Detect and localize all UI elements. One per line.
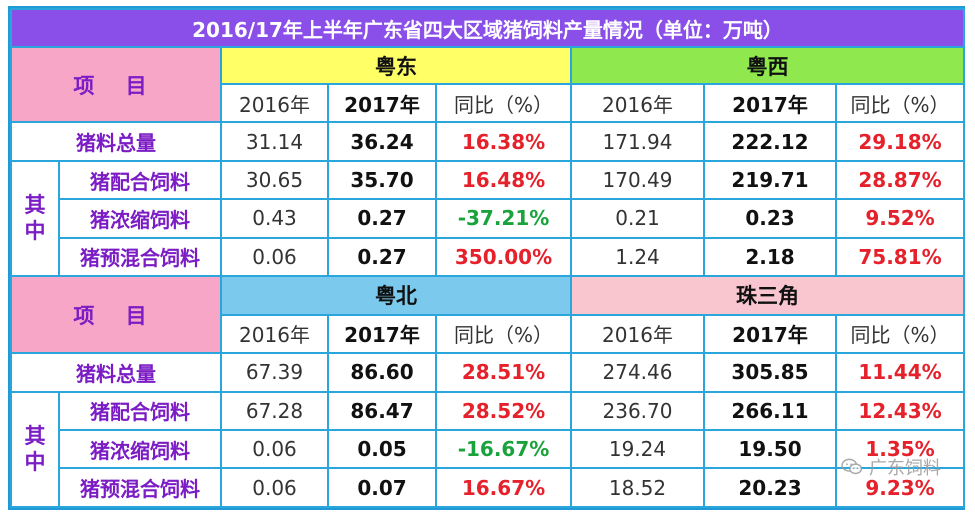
cell-value: 305.85 [703,352,837,393]
cell-value: 0.27 [327,198,437,239]
table-title: 2016/17年上半年广东省四大区域猪饲料产量情况（单位：万吨） [9,7,966,49]
cell-yoy: 16.48% [435,159,572,201]
cell-yoy: 12.43% [834,390,966,431]
cell-yoy: 28.52% [435,390,572,431]
row-label-concentrate: 猪浓缩饲料 [58,198,222,239]
cell-yoy: 16.67% [435,467,572,508]
cell-value: 0.06 [220,236,329,278]
cell-value: 219.71 [703,159,837,201]
feed-production-table: 2016/17年上半年广东省四大区域猪饲料产量情况（单位：万吨） 项 目 粤东 … [9,7,966,509]
col-2016: 2016年 [220,82,329,124]
table-row: 猪料总量 31.14 36.24 16.38% 171.94 222.12 29… [10,121,966,162]
qizhong-label: 其中 [10,159,60,278]
cell-value: 222.12 [703,121,837,162]
table-row: 其中 猪配合饲料 67.28 86.47 28.52% 236.70 266.1… [10,390,966,509]
col-yoy: 同比（%） [834,82,966,124]
cell-value: 0.43 [220,198,329,239]
cell-value: 236.70 [570,390,705,431]
row-label-total: 猪料总量 [10,121,222,162]
cell-value: 36.24 [327,121,437,162]
region-yuebei: 粤北 [220,275,572,316]
col-yoy: 同比（%） [435,82,572,124]
table-row: 猪浓缩饲料 0.06 0.05 -16.67% 19.24 19.50 1.35… [11,428,966,470]
watermark: 广东饲料 [841,454,941,480]
cell-value: 0.07 [327,467,437,508]
cell-value: 1.24 [570,236,705,278]
qizhong-text: 其中 [24,193,46,244]
cell-value: 67.28 [220,390,329,431]
cell-value: 67.39 [220,352,329,393]
cell-value: 19.50 [703,428,837,470]
col-yoy: 同比（%） [435,313,572,355]
table-row: 猪浓缩饲料 0.43 0.27 -37.21% 0.21 0.23 9.52% [11,198,966,239]
col-2017: 2017年 [703,313,837,355]
region-zhusanjiao: 珠三角 [569,275,966,316]
cell-value: 0.23 [703,198,837,239]
cell-yoy: 16.38% [435,121,572,162]
cell-value: 171.94 [570,121,705,162]
cell-value: 20.23 [703,467,837,508]
wechat-icon [841,458,863,475]
cell-yoy: 29.18% [834,121,966,162]
col-2016: 2016年 [570,313,705,355]
cell-yoy: 28.51% [435,352,572,393]
cell-value: 31.14 [220,121,329,162]
cell-yoy: 75.81% [834,236,966,278]
table-row: 猪预混合饲料 0.06 0.07 16.67% 18.52 20.23 9.23… [11,467,966,508]
cell-value: 266.11 [703,390,837,431]
cell-value: 30.65 [220,159,329,201]
cell-value: 0.21 [570,198,705,239]
cell-yoy: -37.21% [435,198,572,239]
cell-yoy: 9.23% [834,467,966,508]
cell-value: 86.60 [327,352,437,393]
col-2017: 2017年 [703,82,837,124]
cell-yoy: 9.52% [834,198,966,239]
item-header: 项 目 [10,46,222,124]
cell-value: 35.70 [327,159,437,201]
cell-yoy: 1.35% [834,428,966,470]
cell-value: 0.06 [220,467,329,508]
item-header: 项 目 [10,275,222,355]
row-label-compound: 猪配合饲料 [58,390,222,431]
cell-yoy: 350.00% [435,236,572,278]
watermark-text: 广东饲料 [869,458,941,479]
cell-value: 170.49 [570,159,705,201]
cell-value: 86.47 [327,390,437,431]
col-yoy: 同比（%） [834,313,966,355]
table-row: 猪预混合饲料 0.06 0.27 350.00% 1.24 2.18 75.81… [11,236,966,278]
row-label-premix: 猪预混合饲料 [58,467,222,508]
cell-yoy: 11.44% [834,352,966,393]
cell-value: 18.52 [570,467,705,508]
cell-value: 0.27 [327,236,437,278]
table-row: 其中 猪配合饲料 30.65 35.70 16.48% 170.49 219.7… [10,159,966,278]
cell-value: 2.18 [703,236,837,278]
col-2017: 2017年 [327,82,437,124]
cell-value: 0.05 [327,428,437,470]
col-2017: 2017年 [327,313,437,355]
cell-value: 0.06 [220,428,329,470]
row-label-total: 猪料总量 [10,352,222,393]
row-label-concentrate: 猪浓缩饲料 [58,428,222,470]
col-2016: 2016年 [220,313,329,355]
region-yuedong: 粤东 [220,46,572,85]
qizhong-label: 其中 [10,390,60,509]
cell-yoy: 28.87% [834,159,966,201]
row-label-compound: 猪配合饲料 [58,159,222,201]
table-row: 猪料总量 67.39 86.60 28.51% 274.46 305.85 11… [10,352,966,393]
cell-value: 19.24 [570,428,705,470]
cell-value: 274.46 [570,352,705,393]
region-yuexi: 粤西 [569,46,966,85]
col-2016: 2016年 [570,82,705,124]
row-label-premix: 猪预混合饲料 [58,236,222,278]
qizhong-text: 其中 [24,424,46,475]
cell-yoy: -16.67% [435,428,572,470]
feed-table-container: 2016/17年上半年广东省四大区域猪饲料产量情况（单位：万吨） 项 目 粤东 … [8,6,966,510]
